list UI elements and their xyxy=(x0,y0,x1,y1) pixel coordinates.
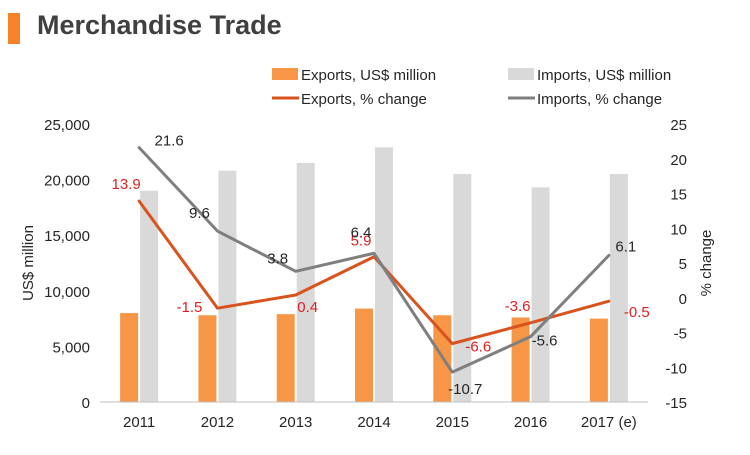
imports-pct-data-label: -10.7 xyxy=(448,381,482,398)
x-tick-label: 2016 xyxy=(514,414,547,431)
x-tick-label: 2013 xyxy=(279,414,312,431)
legend-swatch-0 xyxy=(272,68,298,80)
exports-pct-data-label: -1.5 xyxy=(176,299,202,316)
exports-pct-data-label: 13.9 xyxy=(112,176,141,193)
x-tick-label: 2017 (e) xyxy=(581,414,637,431)
line-exports-pct-change xyxy=(137,199,611,346)
page-title: Merchandise Trade xyxy=(37,10,282,40)
bar-imports-0 xyxy=(140,190,159,402)
y-right-tick-label: 15 xyxy=(670,187,687,204)
y-right-tick-label: 0 xyxy=(679,291,687,308)
bar-exports-0 xyxy=(120,313,139,402)
y-right-tick-label: 20 xyxy=(670,152,687,169)
y-left-axis-title: US$ million xyxy=(20,225,37,301)
imports-pct-data-label: 21.6 xyxy=(155,133,184,150)
imports-pct-data-label: -5.6 xyxy=(532,333,558,350)
imports-pct-data-label: 3.8 xyxy=(267,250,288,267)
y-right-tick-label: 5 xyxy=(679,256,687,273)
exports-pct-data-label: 5.9 xyxy=(351,233,372,250)
bar-exports-5 xyxy=(511,317,530,402)
exports-pct-data-label: -3.6 xyxy=(505,298,531,315)
bar-imports-1 xyxy=(218,170,237,402)
y-left-tick-label: 15,000 xyxy=(44,228,90,245)
x-tick-label: 2015 xyxy=(436,414,469,431)
bar-exports-6 xyxy=(589,318,608,402)
y-right-tick-label: 25 xyxy=(670,117,687,134)
exports-pct-data-label: -0.5 xyxy=(624,304,650,321)
x-tick-label: 2014 xyxy=(357,414,390,431)
y-right-axis-title: % change xyxy=(698,230,715,297)
y-right-tick-label: 10 xyxy=(670,221,687,238)
bar-imports-2 xyxy=(296,162,315,402)
bar-exports-1 xyxy=(198,315,217,402)
legend-label-2: Exports, % change xyxy=(301,91,427,108)
line-imports-pct-change xyxy=(137,146,611,374)
x-tick-label: 2011 xyxy=(123,414,155,431)
imports-pct-data-label: 6.1 xyxy=(615,238,636,255)
y-right-tick-label: -15 xyxy=(665,395,687,412)
bar-imports-4 xyxy=(453,174,472,402)
x-tick-label: 2012 xyxy=(201,414,234,431)
legend-label-1: Imports, US$ million xyxy=(537,67,671,84)
legend-label-3: Imports, % change xyxy=(537,91,662,108)
y-left-tick-label: 0 xyxy=(82,395,90,412)
imports-pct-data-label: 9.6 xyxy=(189,205,210,222)
bar-imports-3 xyxy=(375,147,393,402)
exports-pct-data-label: 0.4 xyxy=(297,299,318,316)
bar-exports-2 xyxy=(276,314,295,402)
bar-exports-3 xyxy=(355,308,373,402)
legend-label-0: Exports, US$ million xyxy=(301,67,436,84)
legend-swatch-1 xyxy=(508,68,534,80)
bar-imports-6 xyxy=(609,174,628,402)
y-left-tick-label: 20,000 xyxy=(44,173,90,190)
y-left-tick-label: 5,000 xyxy=(52,339,90,356)
imports-pct-data-label: 6.4 xyxy=(351,224,372,241)
y-right-tick-label: -5 xyxy=(674,326,687,343)
y-left-tick-label: 10,000 xyxy=(44,284,90,301)
bar-imports-5 xyxy=(531,187,550,402)
title-accent-bar xyxy=(8,13,20,44)
y-right-tick-label: -10 xyxy=(665,360,687,377)
exports-pct-data-label: -6.6 xyxy=(465,339,491,356)
y-left-tick-label: 25,000 xyxy=(44,117,90,134)
